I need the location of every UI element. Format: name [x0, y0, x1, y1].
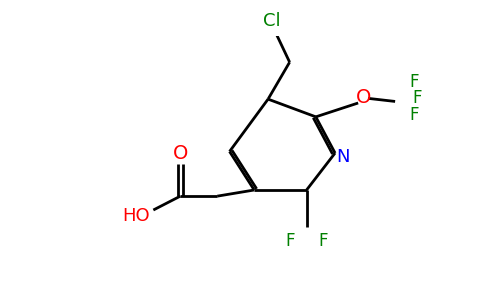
- Text: F: F: [409, 106, 419, 124]
- Text: O: O: [173, 144, 188, 163]
- Text: F: F: [319, 232, 328, 250]
- Text: F: F: [412, 88, 422, 106]
- Text: F: F: [409, 73, 419, 91]
- Text: Cl: Cl: [263, 12, 281, 30]
- Text: O: O: [356, 88, 371, 107]
- Text: F: F: [285, 232, 294, 250]
- Text: N: N: [336, 148, 349, 166]
- Text: HO: HO: [122, 207, 150, 225]
